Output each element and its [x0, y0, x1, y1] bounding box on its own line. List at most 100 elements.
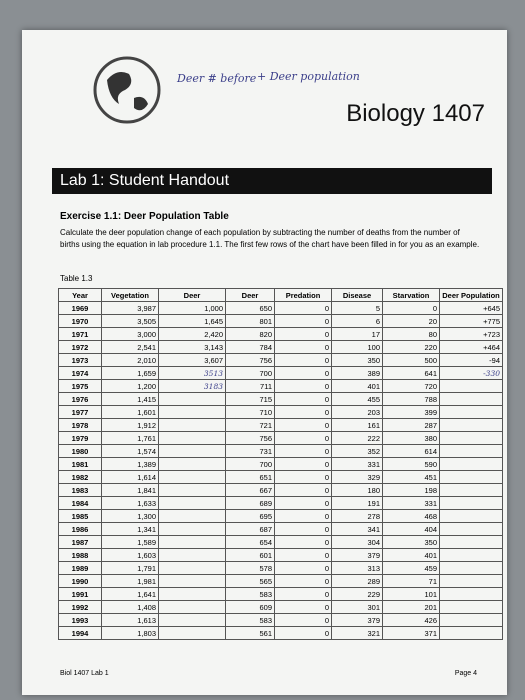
- table-cell: 80: [382, 327, 440, 341]
- table-cell: 784: [225, 340, 275, 354]
- table-cell: 191: [331, 496, 383, 510]
- table-cell: [158, 574, 226, 588]
- table-cell: 289: [331, 574, 383, 588]
- table-cell: 350: [331, 353, 383, 367]
- table-cell: [439, 392, 503, 406]
- table-cell: 3,607: [158, 353, 226, 367]
- table-cell: 71: [382, 574, 440, 588]
- header-row: Year Vegetation Deer Deer Predation Disease St…: [58, 288, 503, 302]
- table-cell: 0: [274, 626, 332, 640]
- table-cell: 0: [274, 470, 332, 484]
- table-cell: 180: [331, 483, 383, 497]
- table-cell: 3183: [158, 379, 226, 393]
- table-cell: 0: [274, 509, 332, 523]
- table-cell: 0: [274, 405, 332, 419]
- table-cell: 820: [225, 327, 275, 341]
- table-row: 1969 3,987 1,000 650 0 5 0 +645: [58, 301, 503, 315]
- table-cell: [158, 392, 226, 406]
- table-cell: [158, 626, 226, 640]
- table-cell: 0: [274, 301, 332, 315]
- table-caption: Table 1.3: [60, 274, 93, 283]
- table-cell: 3,987: [101, 301, 159, 315]
- column-header: Vegetation: [101, 288, 159, 302]
- table-cell: 101: [382, 587, 440, 601]
- table-cell: 689: [225, 496, 275, 510]
- table-cell: 0: [274, 561, 332, 575]
- table-cell: [439, 574, 503, 588]
- exercise-title: Exercise 1.1: Deer Population Table: [60, 211, 229, 222]
- table-row: 1975 1,200 3183 711 0 401 720: [58, 379, 503, 393]
- table-cell: [439, 626, 503, 640]
- course-title: Biology 1407: [346, 100, 485, 127]
- table-cell: 710: [225, 405, 275, 419]
- table-cell: 0: [274, 366, 332, 380]
- table-cell: 1,659: [101, 366, 159, 380]
- table-cell: 321: [331, 626, 383, 640]
- table-cell: [158, 561, 226, 575]
- table-cell: 313: [331, 561, 383, 575]
- table-cell: 1,000: [158, 301, 226, 315]
- table-cell: 352: [331, 444, 383, 458]
- table-cell: [439, 509, 503, 523]
- table-row: 1991 1,641 583 0 229 101: [58, 587, 503, 601]
- table-cell: [439, 613, 503, 627]
- table-row: 1992 1,408 609 0 301 201: [58, 600, 503, 614]
- table-cell: [158, 405, 226, 419]
- table-cell: 331: [382, 496, 440, 510]
- table-cell: 0: [382, 301, 440, 315]
- table-cell: 1,841: [101, 483, 159, 497]
- column-header: Disease: [331, 288, 383, 302]
- table-cell: 3,505: [101, 314, 159, 328]
- table-row: 1979 1,761 756 0 222 380: [58, 431, 503, 445]
- table-cell: 468: [382, 509, 440, 523]
- table-cell: 0: [274, 548, 332, 562]
- table-cell: 1994: [58, 626, 102, 640]
- table-cell: 278: [331, 509, 383, 523]
- table-cell: 304: [331, 535, 383, 549]
- table-cell: 0: [274, 314, 332, 328]
- table-cell: [439, 522, 503, 536]
- column-header: Deer: [225, 288, 275, 302]
- table-cell: 715: [225, 392, 275, 406]
- table-cell: 379: [331, 613, 383, 627]
- instructions: Calculate the deer population change of …: [60, 228, 480, 249]
- table-cell: [439, 405, 503, 419]
- table-cell: 1,341: [101, 522, 159, 536]
- footer-right: Page 4: [454, 670, 477, 677]
- table-cell: [439, 561, 503, 575]
- table-cell: 1985: [58, 509, 102, 523]
- table-cell: 1,613: [101, 613, 159, 627]
- table-cell: 0: [274, 327, 332, 341]
- table-cell: 1,803: [101, 626, 159, 640]
- table-cell: 1,645: [158, 314, 226, 328]
- column-header: Year: [58, 288, 102, 302]
- table-cell: 229: [331, 587, 383, 601]
- table-cell: [158, 509, 226, 523]
- table-cell: 1990: [58, 574, 102, 588]
- table-cell: 1,981: [101, 574, 159, 588]
- table-cell: 1,641: [101, 587, 159, 601]
- table-cell: 6: [331, 314, 383, 328]
- table-cell: 641: [382, 366, 440, 380]
- table-cell: 389: [331, 366, 383, 380]
- table-row: 1990 1,981 565 0 289 71: [58, 574, 503, 588]
- table-cell: 1,415: [101, 392, 159, 406]
- table-cell: 0: [274, 613, 332, 627]
- handwritten-note: + Deer population: [257, 70, 360, 83]
- table-cell: 500: [382, 353, 440, 367]
- table-row: 1993 1,613 583 0 379 426: [58, 613, 503, 627]
- table-row: 1978 1,912 721 0 161 287: [58, 418, 503, 432]
- table-cell: 1984: [58, 496, 102, 510]
- table-cell: [439, 418, 503, 432]
- table-cell: 0: [274, 379, 332, 393]
- table-cell: 695: [225, 509, 275, 523]
- table-cell: 341: [331, 522, 383, 536]
- table-cell: 756: [225, 353, 275, 367]
- table-cell: 203: [331, 405, 383, 419]
- table-cell: 350: [382, 535, 440, 549]
- table-cell: 583: [225, 587, 275, 601]
- table-cell: 0: [274, 444, 332, 458]
- table-cell: 17: [331, 327, 383, 341]
- table-cell: 1,912: [101, 418, 159, 432]
